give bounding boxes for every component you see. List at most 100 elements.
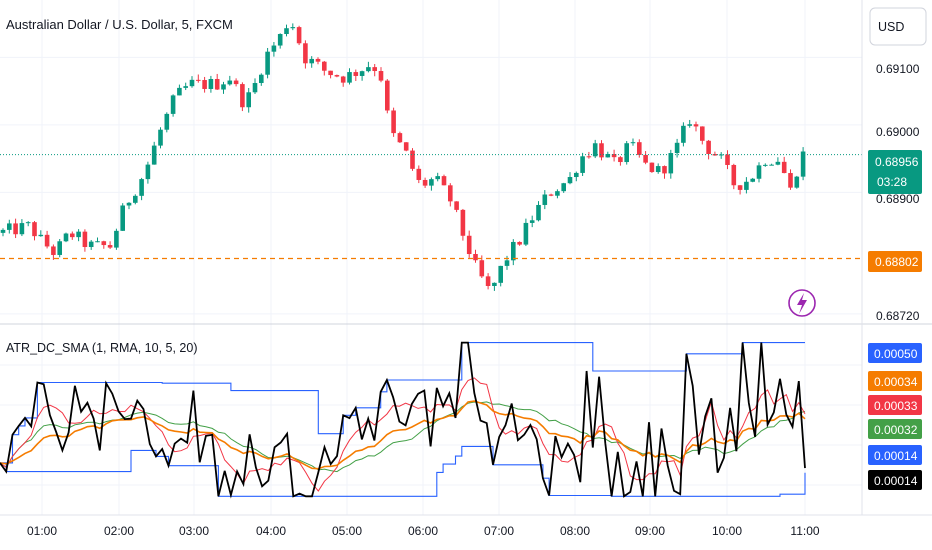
candle-body xyxy=(385,80,390,111)
price-tick: 0.69100 xyxy=(876,62,920,76)
candle-body xyxy=(372,67,377,72)
candle-body xyxy=(700,126,705,141)
candle-body xyxy=(662,166,667,174)
candle-body xyxy=(422,179,428,186)
indicator-pane[interactable] xyxy=(0,341,806,499)
candle-body xyxy=(403,142,409,151)
candle-body xyxy=(769,164,774,166)
candle-body xyxy=(309,58,314,64)
lightning-bolt-icon[interactable] xyxy=(788,289,816,317)
candle-body xyxy=(460,209,466,236)
time-tick-label: 05:00 xyxy=(332,524,362,538)
indicator-title[interactable]: ATR_DC_SMA (1, RMA, 10, 5, 20) xyxy=(6,341,198,355)
candle-body xyxy=(737,185,743,190)
indicator-value-labels: 0.00050 0.00034 0.00033 0.00032 0.00014 0.000… xyxy=(868,343,922,490)
candle-body xyxy=(101,241,107,246)
time-axis[interactable]: 01:00 02:00 03:00 04:00 05:00 06:00 07:00 08:00… xyxy=(27,524,820,538)
candle-body xyxy=(214,78,220,90)
candle-body xyxy=(580,156,585,173)
candle-body xyxy=(668,153,674,174)
candle-body xyxy=(592,143,598,157)
candle-body xyxy=(473,254,478,261)
candle-body xyxy=(687,124,692,126)
candlestick-series[interactable] xyxy=(0,23,806,291)
candle-body xyxy=(448,185,453,202)
candle-body xyxy=(378,71,384,81)
candle-body xyxy=(145,164,151,180)
atr-raw-line xyxy=(0,341,806,499)
indicator-value-text: 0.00014 xyxy=(874,449,918,463)
level-price-label: 0.68802 xyxy=(875,255,919,269)
candle-body xyxy=(139,179,144,196)
candle-body xyxy=(221,84,226,90)
candle-body xyxy=(441,176,447,186)
candle-body xyxy=(788,173,793,188)
current-price-label: 0.68956 xyxy=(875,155,919,169)
candle-body xyxy=(756,165,762,179)
candle-body xyxy=(76,231,81,238)
candle-body xyxy=(681,125,686,143)
candle-body xyxy=(170,95,176,114)
candle-body xyxy=(504,260,510,266)
candle-body xyxy=(57,241,62,255)
candle-body xyxy=(296,27,302,44)
candle-body xyxy=(189,79,195,87)
candle-body xyxy=(492,282,497,286)
candle-body xyxy=(95,241,100,243)
candle-body xyxy=(340,76,346,83)
candle-body xyxy=(177,87,182,96)
time-tick-label: 11:00 xyxy=(790,524,819,538)
indicator-value-text: 0.00050 xyxy=(874,347,918,361)
currency-button-label: USD xyxy=(878,20,904,34)
currency-button[interactable] xyxy=(869,7,927,46)
candle-body xyxy=(227,80,233,85)
price-tick: 0.69000 xyxy=(876,125,920,139)
indicator-value-text: 0.00033 xyxy=(874,399,918,413)
price-tick: 0.68720 xyxy=(876,309,920,323)
candle-body xyxy=(158,129,163,146)
sma-line xyxy=(0,401,806,473)
candle-body xyxy=(479,260,485,277)
donchian-lower-line xyxy=(0,445,806,497)
candle-body xyxy=(63,233,69,242)
candle-body xyxy=(718,154,724,156)
candle-body xyxy=(775,161,781,165)
countdown-label: 03:28 xyxy=(877,175,907,189)
candle-body xyxy=(328,70,333,76)
candle-body xyxy=(567,177,573,184)
candle-body xyxy=(25,222,31,224)
candle-body xyxy=(410,150,415,169)
candle-body xyxy=(649,162,655,173)
candle-body xyxy=(252,83,258,93)
candle-body xyxy=(731,164,737,186)
candle-body xyxy=(114,230,119,248)
candle-body xyxy=(429,179,434,186)
candle-body xyxy=(164,113,170,130)
candle-body xyxy=(38,234,44,237)
candle-body xyxy=(693,124,699,127)
indicator-value-badge: 0.00050 xyxy=(868,343,922,363)
candle-body xyxy=(51,246,56,255)
candle-body xyxy=(574,172,579,178)
candle-body xyxy=(240,84,245,108)
candle-body xyxy=(196,79,201,81)
candle-body xyxy=(536,204,541,221)
candle-body xyxy=(548,194,554,196)
candle-body xyxy=(133,195,138,203)
time-tick-label: 07:00 xyxy=(484,524,514,538)
candle-body xyxy=(246,92,251,108)
candle-body xyxy=(265,51,270,75)
candle-body xyxy=(44,234,50,247)
time-tick-label: 10:00 xyxy=(712,524,742,538)
candle-body xyxy=(202,80,207,89)
candle-body xyxy=(359,71,365,76)
candle-body xyxy=(391,110,396,134)
symbol-title[interactable]: Australian Dollar / U.S. Dollar, 5, FXCM xyxy=(6,17,233,32)
candle-body xyxy=(498,265,503,283)
candle-body xyxy=(542,194,548,205)
time-tick-label: 04:00 xyxy=(256,524,286,538)
candle-body xyxy=(800,151,806,177)
candle-body xyxy=(126,202,132,206)
